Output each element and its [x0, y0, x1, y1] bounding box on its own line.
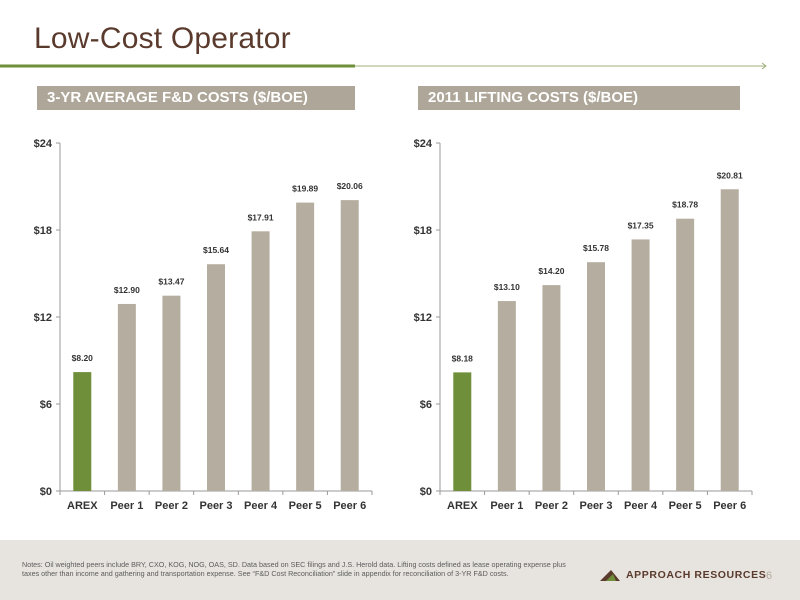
chart-header-lifting-costs: 2011 LIFTING COSTS ($/BOE)	[418, 86, 740, 110]
lifting-data-label: $14.20	[538, 266, 564, 276]
lifting-bar-peer-3	[587, 262, 605, 491]
page-title: Low-Cost Operator	[34, 22, 291, 55]
fd-bar-peer-6	[340, 200, 359, 491]
lifting-bar-arex	[453, 372, 472, 491]
lifting-costs-chart-svg: $0 $6 $12 $18 $24 $8.18 AREX $13.10 Peer 1 $14.20…	[414, 138, 753, 512]
fd-category-label: Peer 2	[155, 500, 188, 512]
lifting-category-label: Peer 3	[579, 500, 612, 512]
fd-data-label: $13.47	[158, 277, 184, 287]
fd-category-label: AREX	[67, 500, 98, 512]
chart-header-fd-costs: 3-YR AVERAGE F&D COSTS ($/BOE)	[37, 86, 355, 110]
fd-data-label: $20.06	[337, 181, 363, 191]
footer-bar: Notes: Oil weighted peers include BRY, C…	[0, 540, 800, 600]
fd-costs-chart-svg: $0 $6 $12 $18 $24 $8.20 AREX $12.90 Peer 1 $13.47…	[34, 138, 373, 512]
lifting-bar-peer-6	[720, 189, 739, 491]
fd-category-label: Peer 3	[199, 500, 232, 512]
logo-text: APPROACH RESOURCES	[626, 569, 767, 581]
lifting-y-tick-label: $12	[414, 312, 432, 324]
fd-bar-peer-5	[296, 202, 315, 491]
fd-y-tick-label: $0	[40, 486, 52, 498]
fd-y-tick-label: $12	[34, 312, 52, 324]
page-number: 6	[766, 570, 773, 582]
mountain-logo-icon	[600, 570, 620, 581]
lifting-bar-peer-5	[676, 218, 695, 491]
lifting-category-label: Peer 4	[624, 500, 658, 512]
company-logo: APPROACH RESOURCES	[600, 568, 766, 582]
fd-bar-arex	[73, 372, 92, 491]
fd-bar-peer-4	[251, 231, 270, 491]
lifting-data-label: $8.18	[452, 353, 474, 363]
fd-data-label: $17.91	[248, 212, 274, 222]
lifting-category-label: Peer 2	[535, 500, 568, 512]
lifting-bar-peer-4	[631, 239, 650, 491]
fd-y-tick-label: $18	[34, 225, 52, 237]
lifting-category-label: Peer 6	[713, 500, 746, 512]
fd-category-label: Peer 6	[333, 500, 366, 512]
fd-category-label: Peer 5	[289, 500, 322, 512]
lifting-y-tick-label: $0	[420, 486, 432, 498]
lifting-category-label: Peer 5	[669, 500, 702, 512]
fd-category-label: Peer 4	[244, 500, 278, 512]
lifting-category-label: AREX	[447, 500, 478, 512]
footer-notes: Notes: Oil weighted peers include BRY, C…	[22, 560, 566, 579]
fd-data-label: $15.64	[203, 245, 229, 255]
lifting-costs-chart: $0 $6 $12 $18 $24 $8.18 AREX $13.10 Peer 1 $14.20…	[390, 130, 760, 520]
lifting-data-label: $18.78	[672, 200, 698, 210]
lifting-bar-peer-2	[542, 285, 561, 491]
fd-y-tick-label: $24	[34, 138, 53, 150]
lifting-y-tick-label: $24	[414, 138, 433, 150]
lifting-y-tick-label: $18	[414, 225, 432, 237]
fd-costs-chart: $0 $6 $12 $18 $24 $8.20 AREX $12.90 Peer 1 $13.47…	[10, 130, 380, 520]
fd-bar-peer-3	[207, 264, 225, 491]
fd-data-label: $8.20	[72, 353, 94, 363]
lifting-data-label: $13.10	[494, 282, 520, 292]
title-divider	[0, 62, 767, 70]
lifting-data-label: $20.81	[717, 170, 743, 180]
fd-category-label: Peer 1	[110, 500, 143, 512]
fd-bar-peer-2	[162, 295, 181, 491]
lifting-bar-peer-1	[497, 301, 516, 491]
lifting-y-tick-label: $6	[420, 399, 432, 411]
lifting-data-label: $15.78	[583, 243, 609, 253]
fd-bar-peer-1	[117, 303, 136, 491]
fd-data-label: $19.89	[292, 184, 318, 194]
lifting-data-label: $17.35	[628, 220, 654, 230]
lifting-category-label: Peer 1	[490, 500, 523, 512]
fd-y-tick-label: $6	[40, 399, 52, 411]
fd-data-label: $12.90	[114, 285, 140, 295]
